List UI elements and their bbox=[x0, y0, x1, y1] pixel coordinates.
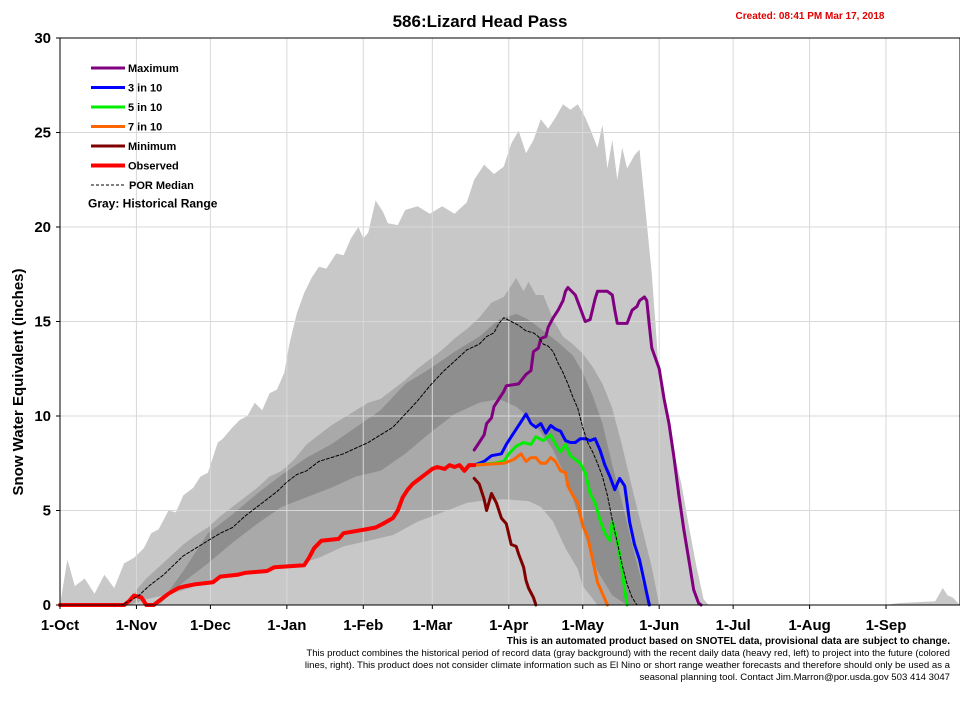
legend-label-maximum: Maximum bbox=[128, 63, 179, 75]
series-lines bbox=[58, 286, 703, 607]
series-minimum bbox=[472, 476, 538, 607]
legend-label-por-median: POR Median bbox=[129, 180, 194, 192]
y-tick-label: 15 bbox=[34, 314, 51, 331]
range-band-core bbox=[60, 313, 960, 605]
historical-range-bands bbox=[60, 104, 960, 605]
x-tick-label: 1-Jul bbox=[716, 617, 751, 634]
chart-title: 586:Lizard Head Pass bbox=[393, 12, 568, 31]
x-tick-label: 1-Aug bbox=[788, 617, 831, 634]
legend-label-minimum: Minimum bbox=[128, 141, 176, 153]
y-axis-label: Snow Water Equivalent (inches) bbox=[10, 269, 27, 496]
x-tick-label: 1-Jun bbox=[639, 617, 679, 634]
series-observed bbox=[58, 463, 477, 607]
x-tick-label: 1-Dec bbox=[190, 617, 231, 634]
x-tick-label: 1-Nov bbox=[116, 617, 158, 634]
x-tick-label: 1-Mar bbox=[412, 617, 452, 634]
y-tick-label: 30 bbox=[34, 30, 51, 47]
series-5-in-10 bbox=[472, 433, 629, 607]
legend-note: Gray: Historical Range bbox=[88, 197, 218, 211]
legend: Maximum 3 in 10 5 in 10 7 in 10 Minimum Obser… bbox=[88, 63, 218, 211]
x-tick-label: 1-Oct bbox=[41, 617, 79, 634]
series-por-median bbox=[59, 317, 638, 606]
footnote: This is an automated product based on SN… bbox=[300, 636, 950, 684]
legend-label-observed: Observed bbox=[128, 161, 179, 173]
footnote-disclaimer: This is an automated product based on SN… bbox=[506, 636, 950, 647]
legend-label-5-in-10: 5 in 10 bbox=[128, 102, 162, 114]
x-axis: 1-Oct 1-Nov 1-Dec 1-Jan 1-Feb 1-Mar 1-Apr 1-May… bbox=[41, 605, 907, 634]
y-tick-label: 10 bbox=[34, 408, 51, 425]
legend-label-3-in-10: 3 in 10 bbox=[128, 83, 162, 95]
legend-label-7-in-10: 7 in 10 bbox=[128, 122, 162, 134]
x-tick-label: 1-Feb bbox=[343, 617, 383, 634]
created-timestamp: Created: 08:41 PM Mar 17, 2018 bbox=[736, 11, 885, 22]
series-maximum bbox=[472, 286, 703, 607]
footnote-description: This product combines the historical per… bbox=[304, 648, 950, 683]
series-3-in-10 bbox=[472, 412, 651, 607]
y-tick-label: 5 bbox=[43, 503, 51, 520]
y-axis: 0 5 10 15 20 25 30 bbox=[34, 30, 60, 614]
series-7-in-10 bbox=[472, 452, 609, 607]
x-tick-label: 1-Sep bbox=[866, 617, 907, 634]
y-tick-label: 0 bbox=[43, 597, 51, 614]
y-tick-label: 25 bbox=[34, 125, 51, 142]
x-tick-label: 1-Jan bbox=[267, 617, 306, 634]
x-tick-label: 1-May bbox=[561, 617, 604, 634]
x-tick-label: 1-Apr bbox=[489, 617, 528, 634]
y-tick-label: 20 bbox=[34, 219, 51, 236]
range-band-inner bbox=[60, 278, 960, 605]
